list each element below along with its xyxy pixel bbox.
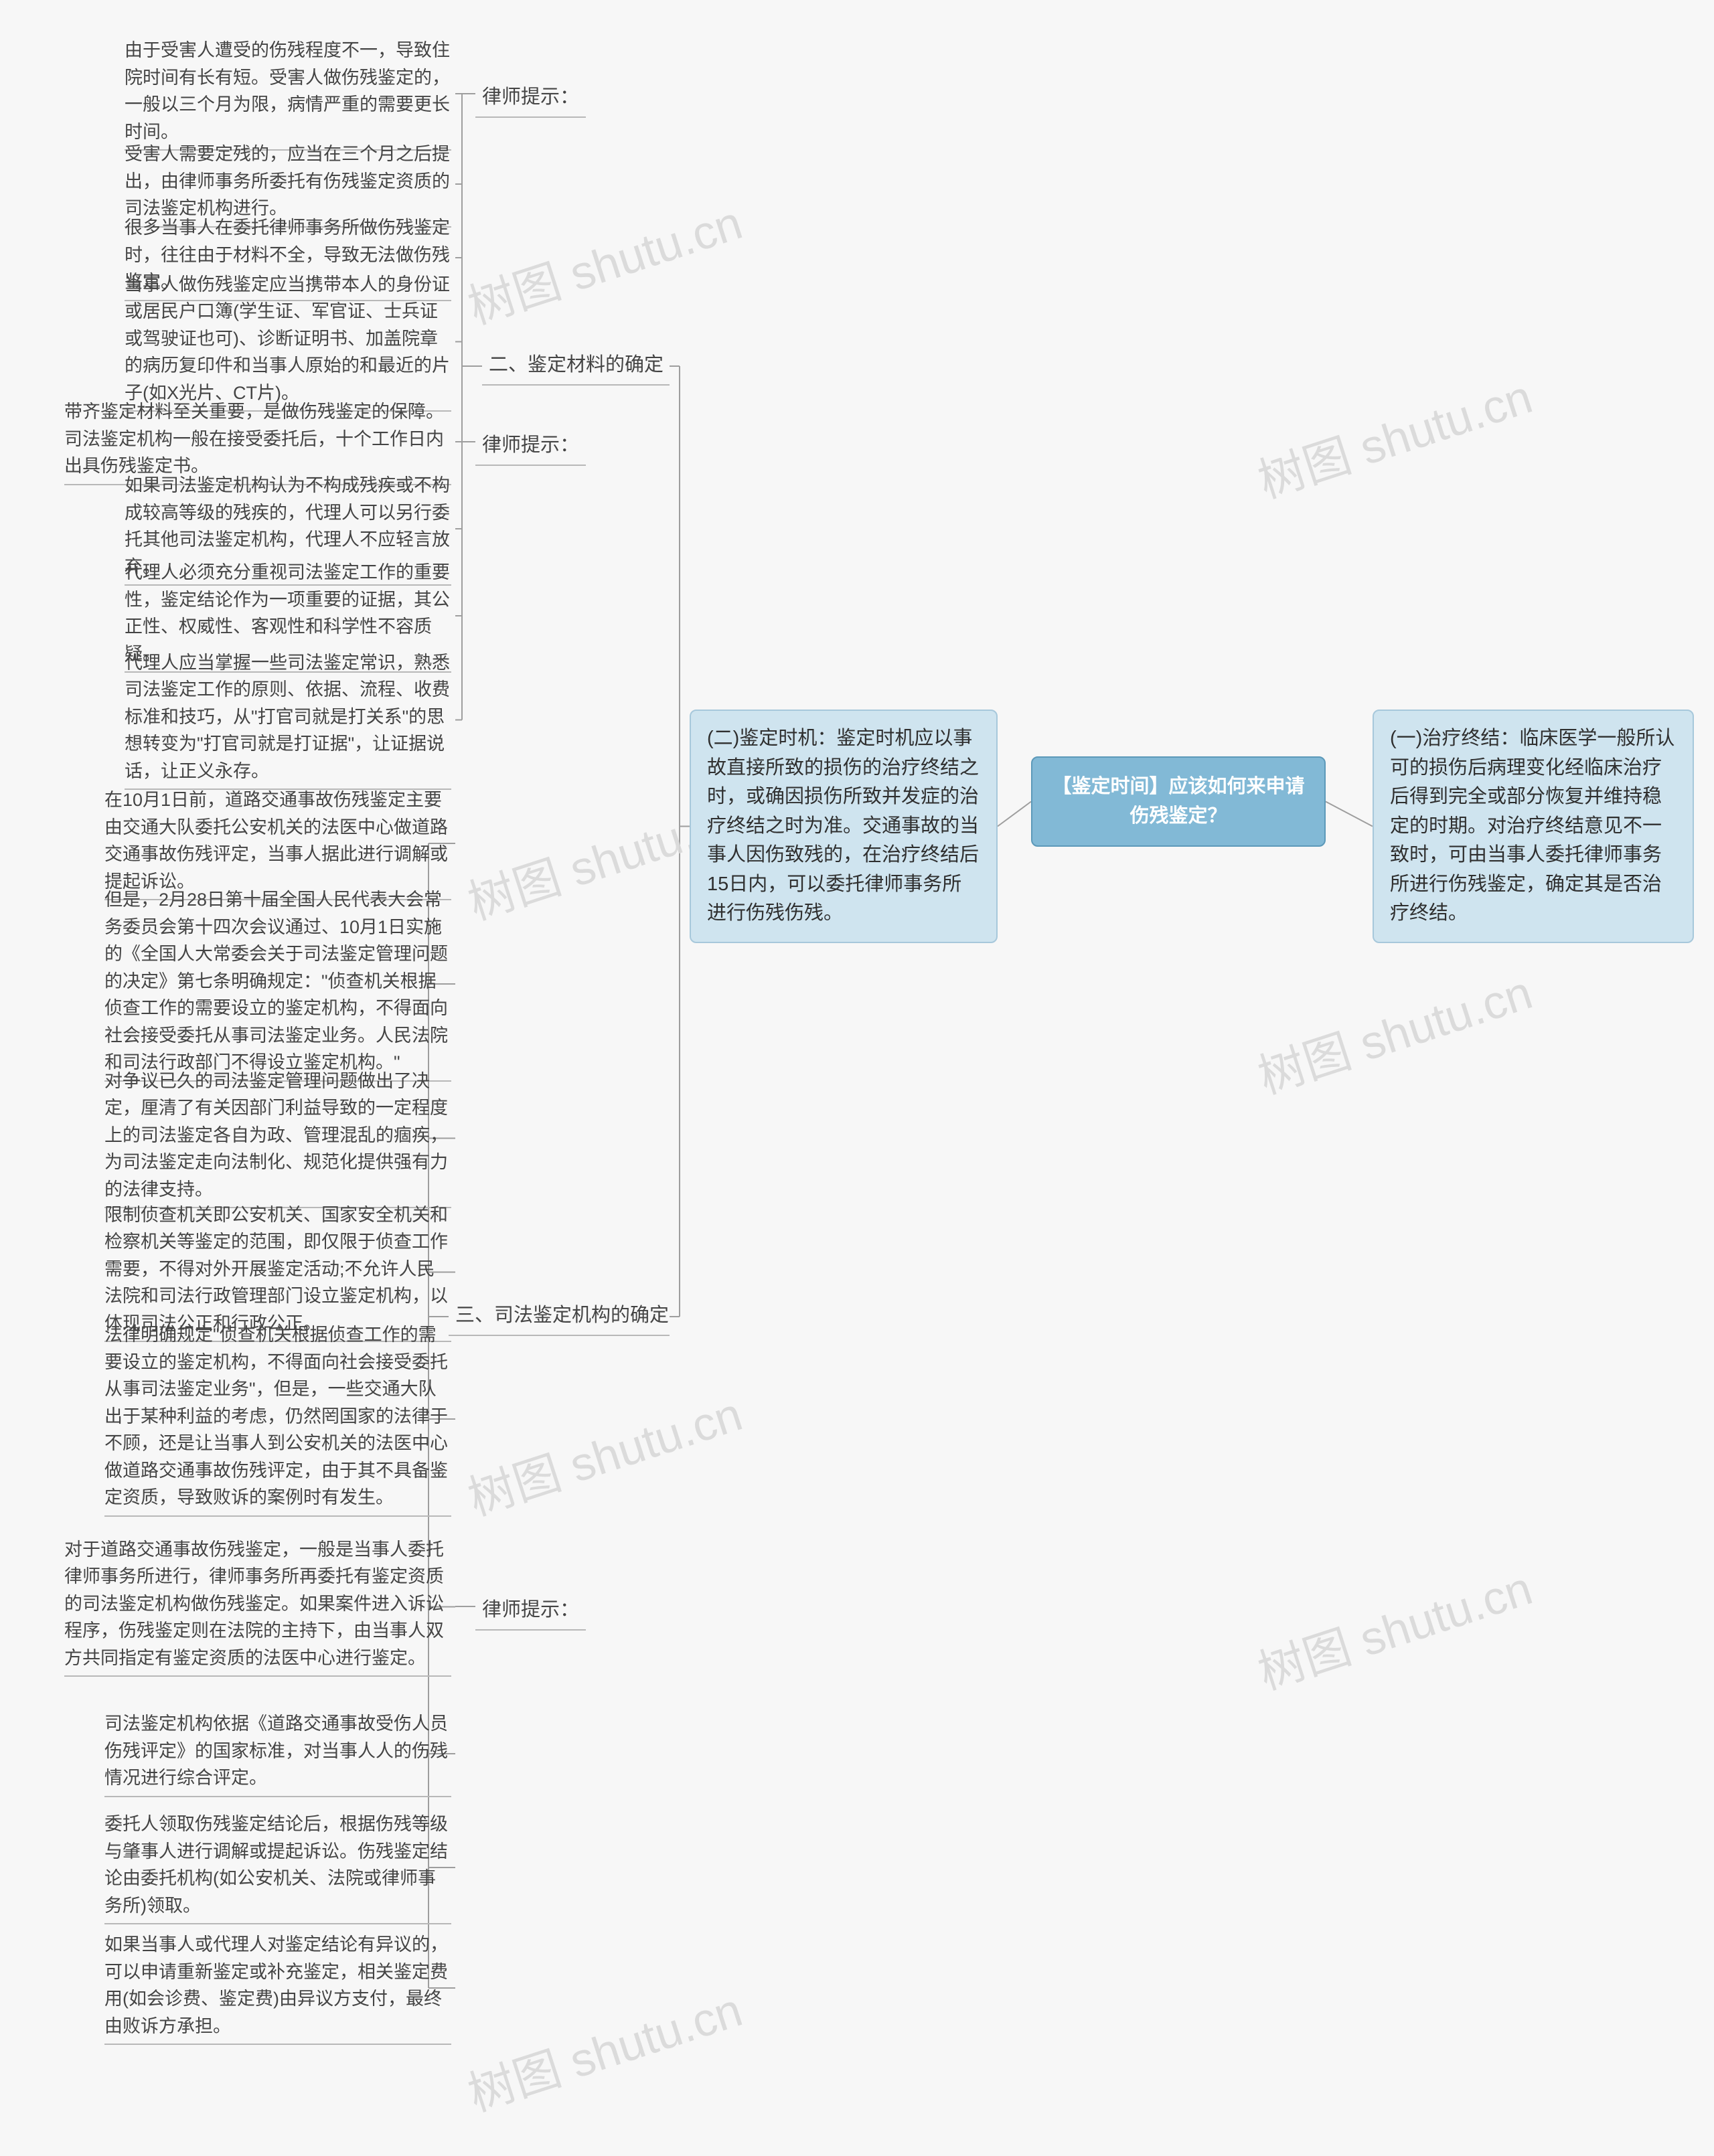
leaf-detail: 法律明确规定"侦查机关根据侦查工作的需要设立的鉴定机构，不得面向社会接受委托从事… — [104, 1321, 451, 1517]
watermark: 树图 shutu.cn — [1249, 359, 1540, 511]
level1-node-right: (一)治疗终结：临床医学一般所认可的损伤后病理变化经临床治疗后得到完全或部分恢复… — [1373, 710, 1694, 943]
watermark: 树图 shutu.cn — [1249, 1551, 1540, 1703]
leaf-detail: 但是，2月28日第十届全国人民代表大会常务委员会第十四次会议通过、10月1日实施… — [104, 886, 451, 1082]
leaf-node: 如果当事人或代理人对鉴定结论有异议的，可以申请重新鉴定或补充鉴定，相关鉴定费用(… — [100, 1928, 455, 2048]
leaf-node: 但是，2月28日第十届全国人民代表大会常务委员会第十四次会议通过、10月1日实施… — [100, 884, 455, 1084]
leaf-node: 代理人应当掌握一些司法鉴定常识，熟悉司法鉴定工作的原则、依据、流程、收费标准和技… — [121, 647, 455, 793]
leaf-node: 对争议已久的司法鉴定管理问题做出了决定，厘清了有关因部门利益导致的一定程度上的司… — [100, 1065, 455, 1212]
leaf-detail: 对争议已久的司法鉴定管理问题做出了决定，厘清了有关因部门利益导致的一定程度上的司… — [104, 1068, 451, 1209]
root-node: 【鉴定时间】应该如何来申请伤残鉴定？ — [1031, 756, 1326, 847]
tip-label: 律师提示： — [475, 79, 586, 118]
section-header-3: 三、司法鉴定机构的确定 — [449, 1297, 670, 1336]
tip-label: 律师提示： — [475, 1592, 586, 1631]
leaf-detail: 由于受害人遭受的伤残程度不一，导致住院时间有长有短。受害人做伤残鉴定的，一般以三… — [125, 37, 451, 151]
watermark: 树图 shutu.cn — [459, 185, 750, 337]
leaf-detail: 司法鉴定机构依据《道路交通事故受伤人员伤残评定》的国家标准，对当事人人的伤残情况… — [104, 1710, 451, 1797]
tip-label: 律师提示： — [475, 427, 586, 466]
watermark: 树图 shutu.cn — [459, 1973, 750, 2125]
leaf-node: 法律明确规定"侦查机关根据侦查工作的需要设立的鉴定机构，不得面向社会接受委托从事… — [100, 1319, 455, 1519]
leaf-detail: 对于道路交通事故伤残鉴定，一般是当事人委托律师事务所进行，律师事务所再委托有鉴定… — [64, 1536, 451, 1677]
section-header-2: 二、鉴定材料的确定 — [482, 347, 670, 386]
leaf-node: 对于道路交通事故伤残鉴定，一般是当事人委托律师事务所进行，律师事务所再委托有鉴定… — [60, 1533, 455, 1680]
leaf-node: 司法鉴定机构依据《道路交通事故受伤人员伤残评定》的国家标准，对当事人人的伤残情况… — [100, 1708, 455, 1800]
leaf-node: 当事人做伤残鉴定应当携带本人的身份证或居民户口簿(学生证、军官证、士兵证或驾驶证… — [121, 268, 455, 415]
watermark: 树图 shutu.cn — [1249, 955, 1540, 1107]
level1-node-left: (二)鉴定时机：鉴定时机应以事故直接所致的损伤的治疗终结之时，或确因损伤所致并发… — [690, 710, 998, 943]
leaf-detail: 代理人应当掌握一些司法鉴定常识，熟悉司法鉴定工作的原则、依据、流程、收费标准和技… — [125, 649, 451, 791]
leaf-detail: 如果当事人或代理人对鉴定结论有异议的，可以申请重新鉴定或补充鉴定，相关鉴定费用(… — [104, 1931, 451, 2045]
leaf-node: 由于受害人遭受的伤残程度不一，导致住院时间有长有短。受害人做伤残鉴定的，一般以三… — [121, 34, 455, 153]
leaf-node: 委托人领取伤残鉴定结论后，根据伤残等级与肇事人进行调解或提起诉讼。伤残鉴定结论由… — [100, 1808, 455, 1927]
watermark: 树图 shutu.cn — [459, 1377, 750, 1529]
leaf-detail: 委托人领取伤残鉴定结论后，根据伤残等级与肇事人进行调解或提起诉讼。伤残鉴定结论由… — [104, 1811, 451, 1924]
leaf-detail: 当事人做伤残鉴定应当携带本人的身份证或居民户口簿(学生证、军官证、士兵证或驾驶证… — [125, 271, 451, 412]
